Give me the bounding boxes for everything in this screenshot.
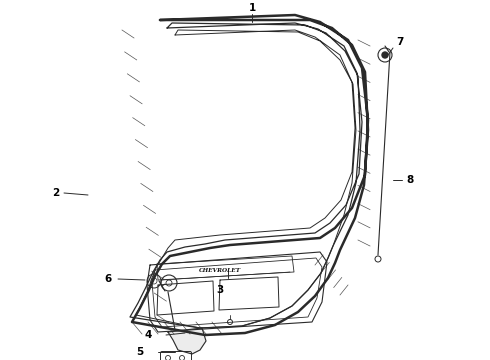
Text: 5: 5 [136, 347, 144, 357]
Text: 6: 6 [104, 274, 112, 284]
Text: 4: 4 [145, 330, 152, 340]
Text: 3: 3 [217, 285, 223, 295]
Text: 1: 1 [248, 3, 256, 13]
Text: 2: 2 [52, 188, 60, 198]
Text: CHEVROLET: CHEVROLET [199, 267, 241, 273]
Text: 8: 8 [406, 175, 414, 185]
Polygon shape [168, 328, 206, 354]
Circle shape [382, 52, 388, 58]
Text: 7: 7 [396, 37, 404, 47]
